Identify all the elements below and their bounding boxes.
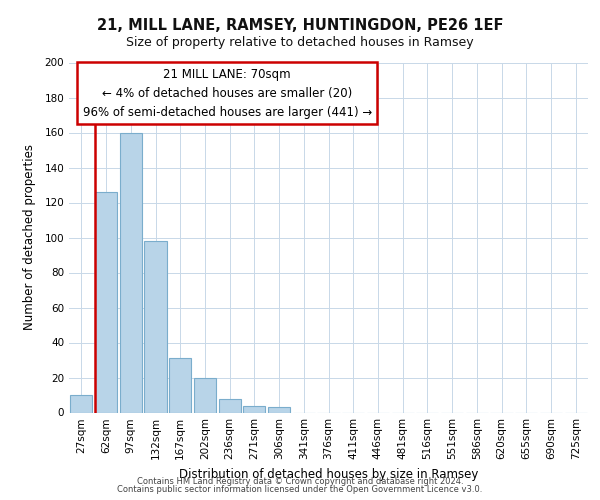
Bar (95, 192, 117, 412)
Bar (145, 241, 167, 412)
Text: Contains public sector information licensed under the Open Government Licence v3: Contains public sector information licen… (118, 485, 482, 494)
Bar (119, 132, 142, 412)
X-axis label: Distribution of detached houses by size in Ramsey: Distribution of detached houses by size … (179, 468, 478, 481)
Text: Size of property relative to detached houses in Ramsey: Size of property relative to detached ho… (126, 36, 474, 49)
Bar (243, 406, 265, 412)
Bar (169, 358, 191, 412)
Text: Contains HM Land Registry data © Crown copyright and database right 2024.: Contains HM Land Registry data © Crown c… (137, 477, 463, 486)
Bar (194, 378, 216, 412)
Text: 21 MILL LANE: 70sqm
← 4% of detached houses are smaller (20)
96% of semi-detache: 21 MILL LANE: 70sqm ← 4% of detached hou… (83, 68, 372, 118)
Bar (218, 398, 241, 412)
Y-axis label: Number of detached properties: Number of detached properties (23, 144, 36, 330)
Bar (268, 407, 290, 412)
Bar (70, 395, 92, 412)
Text: 21, MILL LANE, RAMSEY, HUNTINGDON, PE26 1EF: 21, MILL LANE, RAMSEY, HUNTINGDON, PE26 … (97, 18, 503, 32)
